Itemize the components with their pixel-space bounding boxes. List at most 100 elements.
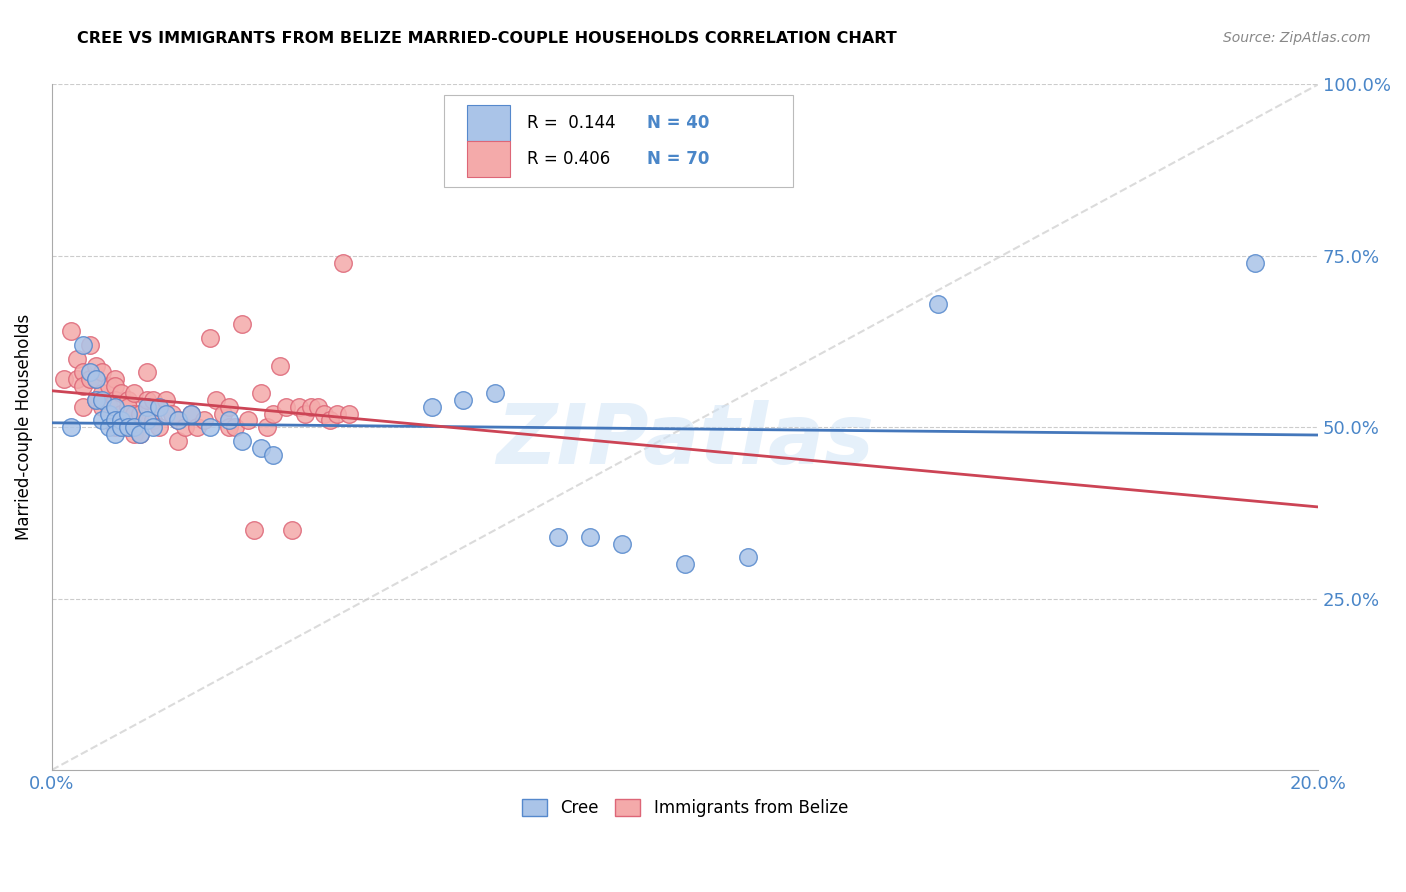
Point xyxy=(66,372,89,386)
Point xyxy=(59,420,82,434)
Point xyxy=(110,420,132,434)
Point xyxy=(97,407,120,421)
Point xyxy=(142,413,165,427)
Legend: Cree, Immigrants from Belize: Cree, Immigrants from Belize xyxy=(515,792,855,823)
Point xyxy=(104,427,127,442)
Text: N = 70: N = 70 xyxy=(647,150,710,169)
Point xyxy=(129,407,152,421)
Point xyxy=(110,413,132,427)
Point xyxy=(104,420,127,434)
Point xyxy=(117,407,139,421)
Point xyxy=(287,400,309,414)
Point xyxy=(84,372,107,386)
Point xyxy=(737,550,759,565)
Point xyxy=(142,420,165,434)
Text: CREE VS IMMIGRANTS FROM BELIZE MARRIED-COUPLE HOUSEHOLDS CORRELATION CHART: CREE VS IMMIGRANTS FROM BELIZE MARRIED-C… xyxy=(77,31,897,46)
Point xyxy=(84,372,107,386)
FancyBboxPatch shape xyxy=(444,95,793,187)
Point xyxy=(91,386,114,401)
Point xyxy=(97,379,120,393)
Text: Source: ZipAtlas.com: Source: ZipAtlas.com xyxy=(1223,31,1371,45)
Point xyxy=(72,379,94,393)
Point xyxy=(332,255,354,269)
Point xyxy=(91,400,114,414)
Point xyxy=(269,359,291,373)
Point xyxy=(198,420,221,434)
Text: R = 0.406: R = 0.406 xyxy=(527,150,610,169)
Point xyxy=(281,523,304,537)
Point xyxy=(122,427,145,442)
Point xyxy=(72,338,94,352)
Point xyxy=(243,523,266,537)
Point xyxy=(262,407,284,421)
Point xyxy=(673,558,696,572)
Point xyxy=(325,407,347,421)
Point xyxy=(79,338,101,352)
Point xyxy=(173,420,195,434)
Point xyxy=(218,413,240,427)
Point xyxy=(91,392,114,407)
Point xyxy=(72,365,94,379)
Point xyxy=(337,407,360,421)
Point xyxy=(148,420,170,434)
Point xyxy=(84,392,107,407)
Point xyxy=(167,413,190,427)
Point xyxy=(104,413,127,427)
Point xyxy=(319,413,342,427)
Point xyxy=(84,359,107,373)
Text: N = 40: N = 40 xyxy=(647,114,710,132)
Point xyxy=(142,392,165,407)
Point xyxy=(79,365,101,379)
Point xyxy=(1243,255,1265,269)
Point xyxy=(122,386,145,401)
Text: ZIPatlas: ZIPatlas xyxy=(496,401,875,482)
Point xyxy=(180,407,202,421)
Point xyxy=(129,427,152,442)
Point xyxy=(117,420,139,434)
Point xyxy=(155,407,177,421)
Point xyxy=(307,400,329,414)
Point xyxy=(117,392,139,407)
Point xyxy=(231,434,253,448)
Point xyxy=(59,324,82,338)
Point xyxy=(312,407,335,421)
Point xyxy=(104,379,127,393)
Point xyxy=(72,400,94,414)
Point xyxy=(211,407,233,421)
Point xyxy=(135,392,157,407)
FancyBboxPatch shape xyxy=(467,105,510,141)
Point xyxy=(110,407,132,421)
Point xyxy=(53,372,76,386)
Point xyxy=(155,392,177,407)
Point xyxy=(104,372,127,386)
Point xyxy=(84,392,107,407)
Point xyxy=(135,413,157,427)
Point xyxy=(167,413,190,427)
Point xyxy=(148,400,170,414)
Point xyxy=(193,413,215,427)
Point xyxy=(97,400,120,414)
Point xyxy=(91,365,114,379)
Point xyxy=(110,420,132,434)
Point xyxy=(610,537,633,551)
Point xyxy=(91,413,114,427)
Point xyxy=(205,392,228,407)
Point xyxy=(135,365,157,379)
Point xyxy=(160,407,183,421)
Point xyxy=(231,318,253,332)
Point xyxy=(453,392,475,407)
Point xyxy=(274,400,297,414)
Text: R =  0.144: R = 0.144 xyxy=(527,114,616,132)
Point xyxy=(148,400,170,414)
Point xyxy=(117,400,139,414)
Point xyxy=(122,407,145,421)
Point xyxy=(198,331,221,345)
Point xyxy=(484,386,506,401)
Point xyxy=(218,400,240,414)
FancyBboxPatch shape xyxy=(467,141,510,177)
Point xyxy=(218,420,240,434)
Point xyxy=(927,297,949,311)
Point xyxy=(180,407,202,421)
Y-axis label: Married-couple Households: Married-couple Households xyxy=(15,314,32,541)
Point xyxy=(167,434,190,448)
